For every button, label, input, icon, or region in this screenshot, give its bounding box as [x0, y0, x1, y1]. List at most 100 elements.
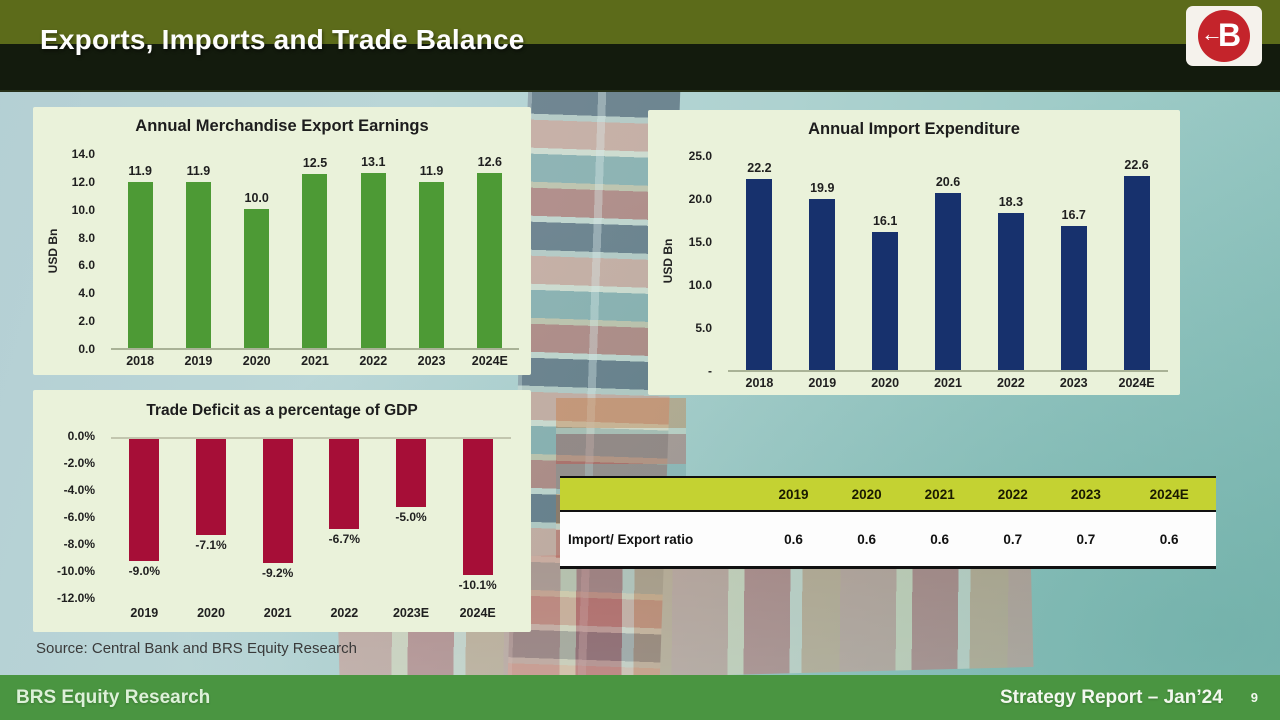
y-axis-tick: 20.0 [688, 192, 712, 206]
bar-group: 11.9 [111, 155, 169, 348]
y-axis-tick: 8.0 [78, 230, 95, 245]
bar-group: 11.9 [169, 155, 227, 348]
bar [935, 193, 961, 370]
table-row: Import/ Export ratio 0.6 0.6 0.6 0.7 0.7 0.6 [560, 511, 1216, 568]
bar-value-label: 18.3 [998, 195, 1024, 210]
x-axis-label: 2019 [130, 606, 159, 620]
x-axis-label: 2022 [330, 606, 359, 620]
import-expenditure-chart: Annual Import Expenditure USD Bn 25.0 20.… [648, 110, 1180, 395]
bar [360, 172, 386, 348]
bar-value-label: 22.2 [747, 161, 772, 176]
bar-group: 18.3 [979, 157, 1042, 370]
logo-letter: B [1218, 17, 1242, 53]
x-axis-label: 2021 [263, 606, 292, 620]
y-axis-tick: 0.0% [67, 429, 95, 443]
slide-header: Exports, Imports and Trade Balance ← B [0, 0, 1280, 92]
y-axis-tick: -6.0% [63, 510, 95, 524]
bar-group: -7.1% [178, 439, 245, 599]
bar [462, 439, 493, 575]
value-cell: 0.6 [830, 511, 904, 568]
bar-value-label: 22.6 [1124, 158, 1149, 173]
y-axis-tick: - [708, 364, 712, 378]
bar-value-label: 11.9 [128, 164, 152, 179]
x-axis-label: 2021 [301, 354, 329, 368]
import-export-ratio-table: 2019 2020 2021 2022 2023 2024E Import/ Export… [560, 476, 1216, 569]
plot-area: -9.0% -7.1% -9.2% -6.7% -5.0% -10.1% [111, 437, 511, 599]
bar-group: 16.1 [854, 157, 917, 370]
bar-group: -10.1% [444, 439, 511, 599]
x-axis-label: 2018 [745, 376, 774, 390]
bar [302, 174, 328, 348]
bar [1060, 226, 1087, 370]
bar-value-label: 16.7 [1061, 208, 1086, 223]
x-axis-label: 2020 [242, 354, 271, 368]
bar [262, 439, 293, 563]
value-cell: 0.7 [1049, 511, 1123, 568]
bar-value-label: 11.9 [186, 164, 211, 179]
plot-area: 11.9 11.9 10.0 12.5 13.1 11.9 12.6 [111, 155, 519, 350]
y-axis-tick: 0.0 [78, 342, 95, 356]
bar-value-label: 13.1 [361, 155, 386, 169]
x-axis-label: 2021 [934, 376, 962, 390]
y-axis-tick: -4.0% [63, 483, 95, 497]
bar-value-label: -6.7% [328, 532, 361, 546]
bar-value-label: 19.9 [810, 181, 835, 196]
bar-value-label: 20.6 [935, 175, 961, 190]
header-dark-band [0, 44, 1280, 92]
x-axis-label: 2024E [471, 354, 508, 368]
x-axis-label: 2018 [126, 354, 155, 368]
y-axis-tick: 10.0 [71, 202, 95, 217]
bar-value-label: -5.0% [395, 510, 427, 524]
bar [329, 439, 360, 529]
trade-deficit-chart: Trade Deficit as a percentage of GDP 0.0… [33, 390, 531, 632]
bar-group: 12.5 [286, 155, 344, 348]
bar-value-label: 11.9 [419, 164, 444, 179]
bar-group: 22.6 [1105, 157, 1168, 370]
y-axis: 0.0% -2.0% -4.0% -6.0% -8.0% -10.0% -12.0% [33, 429, 103, 605]
y-axis-tick: 25.0 [688, 149, 712, 163]
x-axis-label: 2022 [996, 376, 1025, 390]
x-axis-label: 2023 [417, 354, 446, 368]
y-axis-tick: 10.0 [688, 278, 712, 292]
brs-logo: ← B [1186, 6, 1262, 66]
bar [419, 182, 445, 348]
bar-group: -6.7% [311, 439, 378, 599]
slide-footer: BRS Equity Research Strategy Report – Ja… [0, 675, 1280, 720]
chart-title: Annual Import Expenditure [808, 120, 1020, 138]
bar [477, 172, 503, 348]
table-corner-cell [560, 477, 757, 512]
table-year-header: 2022 [976, 477, 1050, 512]
value-cell: 0.6 [1122, 511, 1216, 568]
bar-group: -5.0% [378, 439, 445, 599]
y-axis-tick: 12.0 [71, 174, 95, 189]
x-axis-label: 2023E [392, 606, 430, 620]
bar [127, 182, 153, 348]
source-note: Source: Central Bank and BRS Equity Rese… [36, 640, 357, 657]
value-cell: 0.6 [757, 511, 831, 568]
page-number: 9 [1250, 690, 1258, 705]
bar-value-label: 12.5 [302, 156, 328, 171]
y-axis: 14.0 12.0 10.0 8.0 6.0 4.0 2.0 0.0 [33, 147, 103, 356]
brs-logo-circle: ← B [1198, 10, 1250, 62]
value-cell: 0.6 [903, 511, 977, 568]
y-axis-tick: -2.0% [63, 456, 95, 470]
chart-title: Annual Merchandise Export Earnings [135, 117, 429, 135]
y-axis-tick: 5.0 [695, 321, 712, 335]
bar-value-label: 16.1 [872, 214, 898, 229]
bar-value-label: -9.0% [128, 564, 161, 578]
footer-right-group: Strategy Report – Jan’24 9 [1000, 687, 1258, 709]
table-year-header: 2019 [757, 477, 831, 512]
table-year-header: 2021 [903, 477, 977, 512]
x-axis-label: 2023 [1059, 376, 1088, 390]
y-axis-tick: 14.0 [71, 147, 95, 161]
x-axis: 2019 2020 2021 2022 2023E 2024E [111, 606, 511, 620]
bar-value-label: -9.2% [262, 566, 294, 580]
y-axis-tick: -10.0% [56, 564, 95, 578]
bar-group: 20.6 [917, 157, 980, 370]
bar-value-label: -10.1% [458, 578, 497, 592]
bar-group: 22.2 [728, 157, 791, 370]
bar [185, 182, 211, 348]
y-axis-tick: 6.0 [78, 258, 95, 273]
footer-report-title: Strategy Report – Jan’24 [999, 686, 1223, 708]
bar [746, 179, 773, 370]
